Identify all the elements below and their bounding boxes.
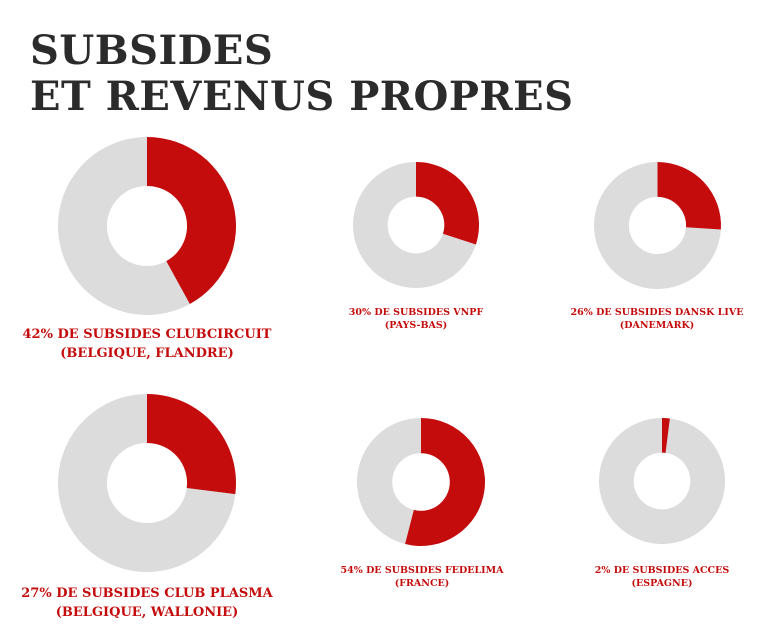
caption-dansk-live-line-2: (DANEMARK): [619, 320, 695, 331]
caption-club-plasma-line-1: 27% DE SUBSIDES CLUB PLASMA: [21, 586, 273, 601]
slice-remainder-clubcircuit: [57, 137, 190, 315]
caption-acces: 2% DE SUBSIDES ACCES (ESPAGNE): [572, 564, 752, 590]
caption-fedelima-line-2: (FRANCE): [394, 578, 450, 589]
caption-dansk-live-line-1: 26% DE SUBSIDES DANSK LIVE: [570, 307, 744, 318]
slice-remainder-acces: [599, 418, 725, 544]
slice-subsidy-clubcircuit: [147, 137, 237, 304]
slice-subsidy-club-plasma: [147, 394, 236, 495]
caption-clubcircuit: 42% DE SUBSIDES CLUBCIRCUIT (BELGIQUE, F…: [17, 325, 277, 363]
slice-subsidy-acces: [662, 418, 670, 453]
title-line-2: ET REVENUS PROPRES: [30, 73, 574, 120]
slice-subsidy-dansk-live: [657, 162, 721, 230]
slice-subsidy-vnpf: [416, 162, 479, 245]
caption-vnpf-line-2: (PAYS-BAS): [384, 320, 448, 331]
donut-chart-club-plasma: [57, 394, 236, 572]
donut-chart-clubcircuit: [57, 137, 237, 315]
caption-vnpf: 30% DE SUBSIDES VNPF (PAYS-BAS): [326, 306, 506, 332]
caption-clubcircuit-line-1: 42% DE SUBSIDES CLUBCIRCUIT: [22, 327, 272, 342]
caption-dansk-live: 26% DE SUBSIDES DANSK LIVE (DANEMARK): [557, 306, 757, 332]
title-line-1: SUBSIDES: [30, 27, 274, 74]
caption-vnpf-line-1: 30% DE SUBSIDES VNPF: [348, 307, 484, 318]
caption-fedelima-line-1: 54% DE SUBSIDES FEDELIMA: [340, 565, 504, 576]
page-title: SUBSIDES ET REVENUS PROPRES: [30, 28, 574, 120]
slice-remainder-fedelima: [357, 418, 421, 544]
donut-chart-dansk-live: [594, 162, 721, 289]
caption-club-plasma: 27% DE SUBSIDES CLUB PLASMA (BELGIQUE, W…: [17, 584, 277, 622]
slice-remainder-dansk-live: [594, 162, 721, 289]
slice-subsidy-fedelima: [405, 418, 485, 546]
donut-chart-fedelima: [357, 418, 485, 546]
slice-remainder-vnpf: [353, 162, 476, 288]
caption-fedelima: 54% DE SUBSIDES FEDELIMA (FRANCE): [332, 564, 512, 590]
caption-acces-line-1: 2% DE SUBSIDES ACCES: [594, 565, 730, 576]
caption-club-plasma-line-2: (BELGIQUE, WALLONIE): [55, 605, 239, 620]
donut-chart-acces: [599, 418, 725, 544]
caption-acces-line-2: (ESPAGNE): [631, 578, 693, 589]
donut-chart-vnpf: [353, 162, 479, 288]
slice-remainder-club-plasma: [57, 394, 236, 572]
caption-clubcircuit-line-2: (BELGIQUE, FLANDRE): [60, 346, 234, 361]
